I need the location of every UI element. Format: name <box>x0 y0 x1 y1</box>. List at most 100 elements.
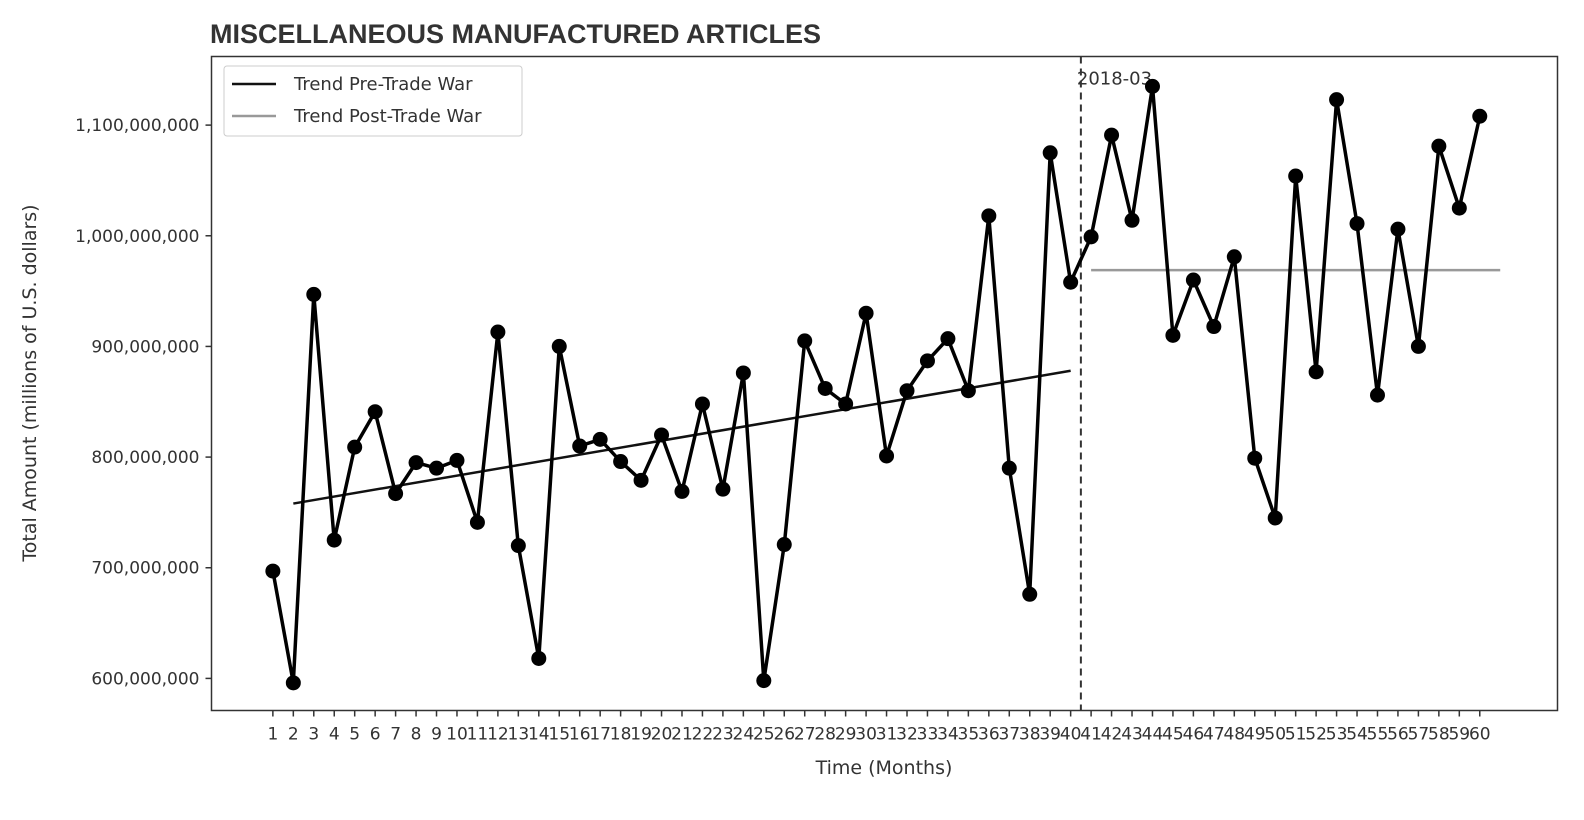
y-tick-label: 800,000,000 <box>91 448 199 468</box>
data-point <box>1001 460 1017 476</box>
x-tick-label: 45 <box>1162 725 1184 745</box>
data-point <box>613 454 629 470</box>
data-point <box>1451 200 1467 216</box>
trade-war-divider-label: 2018-03 <box>1077 69 1152 90</box>
data-point <box>1410 338 1426 354</box>
data-point <box>449 452 465 468</box>
chart-title: MISCELLANEOUS MANUFACTURED ARTICLES <box>210 19 821 49</box>
x-tick-label: 12 <box>487 725 509 745</box>
x-tick-label: 24 <box>733 725 755 745</box>
x-tick-label: 27 <box>794 725 816 745</box>
trend-lines <box>293 268 1501 505</box>
data-point <box>879 448 895 464</box>
data-point <box>1390 221 1406 237</box>
data-point <box>899 383 915 399</box>
legend-label-post-trade-war: Trend Post-Trade War <box>293 106 482 127</box>
y-tick-label: 600,000,000 <box>91 669 199 689</box>
x-tick-label: 36 <box>978 725 1000 745</box>
x-tick-label: 38 <box>1019 725 1041 745</box>
legend: Trend Pre-Trade War Trend Post-Trade War <box>223 65 523 137</box>
data-point <box>469 514 485 530</box>
data-point <box>1206 319 1222 335</box>
x-tick-label: 60 <box>1469 725 1491 745</box>
data-point <box>592 431 608 447</box>
series-lines <box>271 84 1482 685</box>
x-tick-label: 8 <box>411 725 422 745</box>
x-tick-label: 14 <box>528 725 550 745</box>
x-tick-label: 37 <box>998 725 1020 745</box>
data-point <box>1124 212 1140 228</box>
data-point <box>1104 127 1120 143</box>
data-point <box>797 333 813 349</box>
x-tick-label: 40 <box>1060 725 1082 745</box>
data-point <box>1308 364 1324 380</box>
data-point <box>1247 450 1263 466</box>
series-line <box>271 84 1482 685</box>
x-tick-label: 2 <box>288 725 299 745</box>
x-tick-label: 46 <box>1183 725 1205 745</box>
data-point <box>1042 145 1058 161</box>
data-point <box>306 286 322 302</box>
trend-line-pre-trade-war <box>293 369 1071 505</box>
x-tick-label: 20 <box>651 725 673 745</box>
x-tick-label: 48 <box>1223 725 1245 745</box>
data-point <box>1165 327 1181 343</box>
data-point <box>367 404 383 420</box>
data-point <box>265 563 281 579</box>
x-tick-label: 7 <box>390 725 401 745</box>
data-point <box>1022 586 1038 602</box>
data-point <box>388 486 404 502</box>
y-tick-label: 900,000,000 <box>91 337 199 357</box>
x-tick-label: 42 <box>1101 725 1123 745</box>
data-point <box>408 455 424 471</box>
x-tick-label: 1 <box>267 725 278 745</box>
data-point <box>838 396 854 412</box>
x-axis-label: Time (Months) <box>815 757 953 779</box>
data-point <box>531 650 547 666</box>
x-tick-label: 22 <box>692 725 714 745</box>
x-tick-label: 28 <box>814 725 836 745</box>
x-tick-label: 44 <box>1142 725 1164 745</box>
y-tick-label: 1,100,000,000 <box>75 116 199 136</box>
x-tick-label: 57 <box>1408 725 1430 745</box>
x-tick-label: 9 <box>431 725 442 745</box>
data-point <box>1144 78 1160 94</box>
x-tick-label: 18 <box>610 725 632 745</box>
x-tick-label: 29 <box>835 725 857 745</box>
data-point <box>1267 510 1283 526</box>
x-tick-label: 11 <box>467 725 489 745</box>
x-tick-label: 4 <box>329 725 340 745</box>
y-tick-label: 700,000,000 <box>91 559 199 579</box>
x-tick-label: 15 <box>548 725 570 745</box>
series-points <box>265 78 1488 691</box>
x-tick-label: 6 <box>370 725 381 745</box>
x-tick-label: 32 <box>896 725 918 745</box>
data-point <box>347 439 363 455</box>
data-point <box>981 208 997 224</box>
data-point <box>817 380 833 396</box>
legend-label-pre-trade-war: Trend Pre-Trade War <box>293 74 473 95</box>
x-tick-label: 43 <box>1121 725 1143 745</box>
data-point <box>1063 274 1079 290</box>
y-axis: 600,000,000 700,000,000 800,000,000 900,000… <box>75 116 212 689</box>
data-point <box>429 460 445 476</box>
y-axis-label: Total Amount (millions of U.S. dollars) <box>19 204 41 562</box>
x-tick-label: 50 <box>1264 725 1286 745</box>
legend-box <box>223 65 523 137</box>
plot-frame <box>210 55 1559 712</box>
x-tick-label: 21 <box>671 725 693 745</box>
data-point <box>510 538 526 554</box>
x-tick-label: 51 <box>1285 725 1307 745</box>
data-point <box>756 673 772 689</box>
x-tick-label: 53 <box>1326 725 1348 745</box>
data-point <box>1472 108 1488 124</box>
data-point <box>1329 92 1345 108</box>
x-tick-label: 47 <box>1203 725 1225 745</box>
x-tick-label: 10 <box>446 725 468 745</box>
x-tick-label: 19 <box>630 725 652 745</box>
data-point <box>674 483 690 499</box>
data-point <box>919 353 935 369</box>
data-point <box>1083 229 1099 245</box>
x-tick-label: 56 <box>1387 725 1409 745</box>
